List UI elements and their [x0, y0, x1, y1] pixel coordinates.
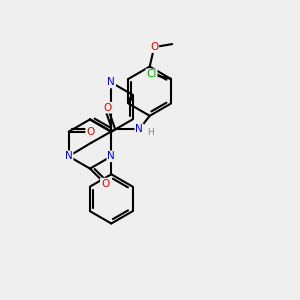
Text: N: N — [65, 151, 73, 161]
Text: N: N — [107, 77, 115, 88]
Text: O: O — [150, 42, 158, 52]
Text: O: O — [86, 127, 94, 137]
Text: N: N — [107, 151, 115, 161]
Text: N: N — [135, 124, 143, 134]
Text: O: O — [103, 103, 112, 113]
Text: Cl: Cl — [146, 69, 157, 80]
Text: H: H — [147, 128, 154, 137]
Text: O: O — [101, 178, 109, 189]
